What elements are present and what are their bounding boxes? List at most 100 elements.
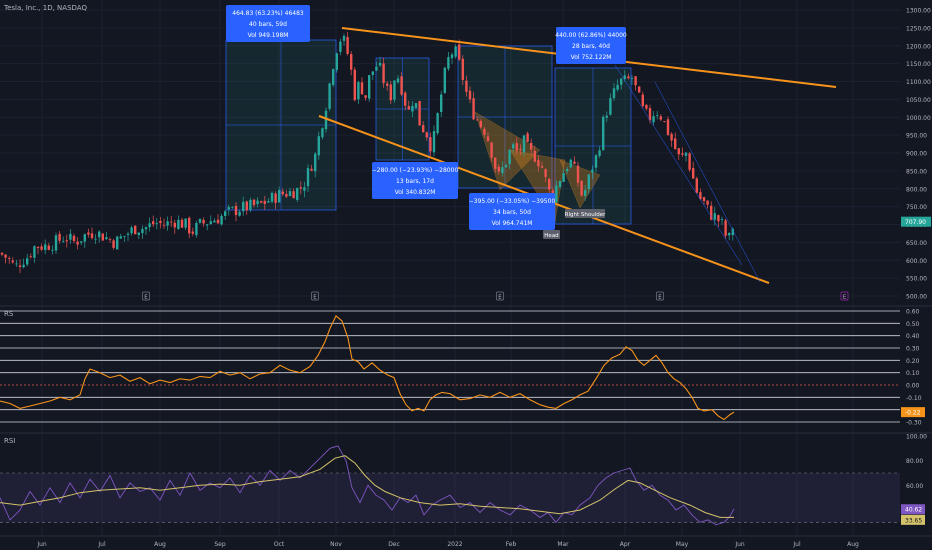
candle-body (213, 220, 216, 223)
candle-body (375, 66, 378, 71)
candle-body (191, 231, 194, 234)
channel-line[interactable] (654, 81, 761, 283)
candle-body (249, 199, 252, 210)
candle-body (638, 86, 641, 93)
candle-body (702, 197, 706, 201)
head-label: Head (544, 233, 558, 239)
candle-body (663, 121, 666, 122)
candle-body (231, 206, 234, 208)
price-tick-label: 1150.00 (906, 61, 931, 68)
current-price-tag (901, 216, 931, 227)
current-price-label: 707.90 (905, 219, 926, 226)
candle-body (454, 46, 457, 57)
pattern-triangle[interactable] (474, 111, 541, 191)
rsi-current-label: 40.62 (905, 507, 922, 514)
grid-lines (0, 0, 900, 536)
candle-body (393, 80, 396, 100)
candle-body (220, 215, 223, 225)
candle-body (656, 115, 659, 117)
earnings-marker (656, 291, 664, 301)
candle-body (119, 236, 122, 239)
candle-body (195, 222, 198, 236)
measure-label-box (556, 27, 626, 64)
rsi-current-tag (901, 504, 925, 515)
head-label-box (543, 230, 560, 239)
time-tick-label: Feb (506, 541, 517, 548)
candle-body (670, 133, 673, 141)
price-candles (0, 31, 734, 274)
price-tick-label: 1300.00 (906, 8, 931, 15)
candle-body (306, 168, 310, 187)
candle-body (267, 201, 270, 203)
candle-body (486, 136, 490, 141)
candle-body (177, 219, 180, 229)
time-tick-label: May (676, 541, 689, 548)
candle-body (116, 236, 119, 250)
candle-body (72, 235, 76, 242)
candle-body (400, 76, 403, 95)
candle-body (584, 190, 587, 196)
candle-body (386, 83, 389, 86)
candle-body (652, 116, 655, 123)
channel-line[interactable] (614, 64, 743, 266)
price-tick-label: 1200.00 (906, 43, 931, 50)
price-tick-label: 650.00 (906, 240, 927, 247)
candle-body (227, 207, 230, 210)
candle-body (576, 165, 580, 183)
candle-body (566, 169, 569, 172)
candle-body (15, 263, 18, 265)
candle-body (346, 36, 349, 54)
candle-body (188, 217, 191, 234)
candle-body (296, 188, 299, 200)
time-tick-label: Aug (154, 541, 166, 548)
candle-body (328, 83, 331, 109)
measure-label-box (469, 193, 555, 230)
right-shoulder-label-box (565, 209, 605, 218)
candle-body (159, 220, 162, 224)
price-axis[interactable]: 1300.00 1250.00 1200.00 1150.00 1100.00 1050.… (901, 8, 931, 301)
candle-body (713, 213, 716, 220)
candle-body (677, 148, 680, 155)
candle-body (519, 148, 522, 151)
time-tick-label: Jun (734, 541, 745, 548)
candle-body (339, 41, 342, 52)
candle-body (335, 53, 338, 70)
candle-body (58, 233, 61, 241)
measure-label-text: Vol 340.832M (395, 189, 436, 196)
price-tick-label: 1050.00 (906, 97, 931, 104)
candle-body (378, 62, 382, 66)
candle-body (458, 44, 461, 60)
candle-body (198, 218, 202, 223)
candle-body (303, 187, 306, 191)
candle-body (609, 98, 612, 115)
candle-body (108, 239, 112, 240)
candle-body (155, 223, 158, 224)
rsi-band (0, 473, 900, 523)
time-tick-label: Jul (792, 541, 801, 548)
time-axis[interactable]: Jun Jul Aug Sep Oct Nov Dec 2022 Feb Mar Apr May Jun… (0, 535, 932, 548)
candle-body (710, 205, 713, 220)
candle-body (645, 104, 648, 109)
rsi-tick-label: 80.00 (906, 458, 923, 465)
rs-current-tag (901, 407, 925, 418)
candle-body (562, 173, 565, 182)
candle-body (440, 94, 443, 113)
candle-body (479, 120, 482, 128)
candle-body (288, 191, 292, 196)
candle-body (252, 199, 256, 206)
candle-body (278, 190, 281, 203)
candle-body (11, 260, 14, 263)
candle-body (728, 232, 731, 236)
candle-body (659, 116, 662, 120)
candle-body (630, 78, 634, 79)
rsi-line (0, 445, 735, 526)
time-tick-label: Mar (557, 541, 569, 548)
earnings-marker-text: E (313, 295, 317, 301)
pattern-triangle[interactable] (559, 159, 601, 209)
candle-body (80, 241, 83, 243)
candle-body (317, 136, 320, 156)
candle-body (332, 69, 335, 85)
rs-tick-label: -0.10 (906, 395, 922, 402)
